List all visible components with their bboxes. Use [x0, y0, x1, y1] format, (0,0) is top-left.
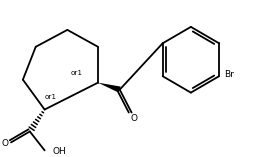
Text: Br: Br — [224, 70, 234, 79]
Polygon shape — [98, 83, 121, 93]
Text: O: O — [1, 139, 8, 148]
Text: or1: or1 — [70, 70, 82, 76]
Text: OH: OH — [53, 147, 66, 156]
Text: O: O — [130, 114, 137, 123]
Text: or1: or1 — [44, 94, 57, 100]
